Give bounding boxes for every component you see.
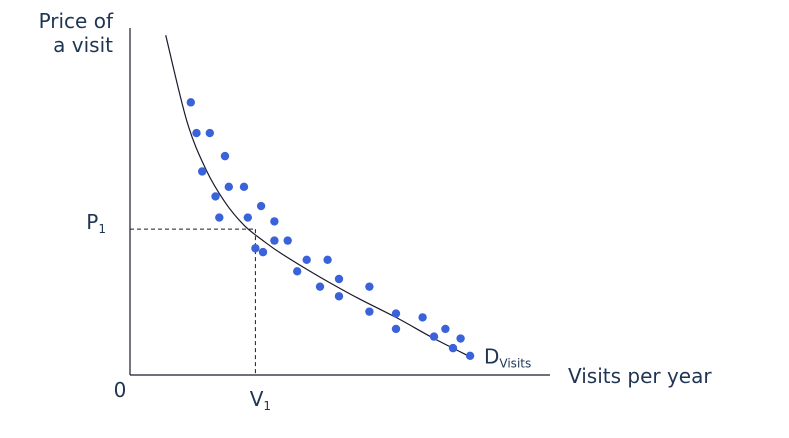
v1-label-subscript: 1 [263, 399, 271, 413]
scatter-point-9 [239, 182, 249, 192]
x-axis-label: Visits per year [568, 364, 712, 388]
scatter-point-25 [391, 309, 401, 318]
scatter-point-8 [215, 213, 224, 222]
scatter-point-18 [323, 255, 332, 264]
scatter-point-27 [391, 324, 401, 334]
scatter-point-6 [211, 192, 220, 201]
demand-curve [165, 35, 473, 359]
y-axis-label: Price of a visit [39, 9, 114, 57]
scatter-point-2 [192, 128, 201, 138]
scatter-point-4 [198, 167, 207, 176]
p1-label-subscript: 1 [98, 222, 106, 236]
scatter-point-24 [365, 307, 374, 316]
demand-curve-label-main: D [484, 345, 499, 369]
scatter-point-11 [243, 213, 252, 222]
v1-label-main: V [250, 387, 264, 411]
p1-label-main: P [86, 210, 98, 234]
scatter-point-15 [283, 236, 292, 245]
scatter-point-22 [334, 292, 344, 301]
scatter-point-26 [418, 313, 427, 322]
demand-curve-label-subscript: Visits [499, 357, 531, 371]
scatter-point-17 [302, 255, 311, 264]
scatter-point-31 [456, 334, 465, 343]
scatter-point-28 [441, 324, 450, 334]
scatter-point-12 [270, 217, 279, 226]
scatter-points [186, 98, 475, 360]
scatter-point-29 [429, 332, 439, 341]
y-axis-label-line-1: Price of [39, 9, 114, 33]
scatter-point-3 [205, 128, 214, 138]
scatter-point-20 [315, 282, 325, 291]
scatter-point-1 [186, 98, 195, 107]
scatter-point-21 [334, 274, 344, 284]
scatter-point-10 [256, 201, 266, 211]
scatter-point-23 [365, 282, 374, 291]
scatter-point-30 [448, 343, 458, 353]
demand-curve-label: DVisits [484, 345, 531, 371]
scatter-point-13 [251, 244, 260, 253]
p1-label: P1 [86, 210, 106, 236]
scatter-point-32 [465, 351, 475, 360]
scatter-point-19 [293, 267, 302, 276]
scatter-point-7 [224, 182, 233, 192]
v1-label: V1 [250, 387, 271, 413]
scatter-point-14 [270, 236, 279, 245]
origin-label: 0 [114, 378, 127, 402]
scatter-point-5 [220, 151, 230, 161]
y-axis-label-line-2: a visit [53, 33, 113, 57]
scatter-point-16 [258, 247, 268, 257]
